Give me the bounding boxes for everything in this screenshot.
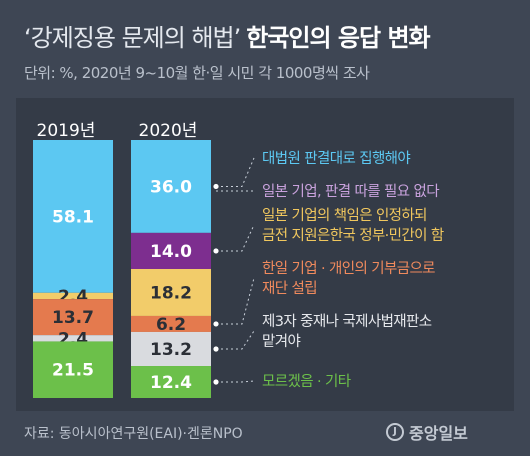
logo-text: 중앙일보 [409, 424, 468, 443]
legend-connector-2 [216, 224, 255, 252]
bar-segment-1-0 [131, 140, 211, 233]
legend-label-0-0: 대법원 판결대로 집행해야 [262, 150, 410, 167]
legend-dot-0 [213, 183, 219, 190]
bar-value-label-1-5: 13.2 [150, 340, 192, 360]
legend-connector-5 [216, 330, 255, 350]
legend-dot-2 [213, 248, 219, 254]
chart-title: ‘강제징용 문제의 해법’ 한국인의 응답 변화 [24, 18, 431, 53]
legend-label-2-0: 일본 기업의 책임은 인정하되 [262, 207, 427, 224]
bar-segment-0-5 [33, 335, 113, 342]
bar-segment-0-6 [33, 341, 113, 398]
title-lead: ‘강제징용 문제의 해법’ [24, 24, 241, 52]
year-label-2020: 2020년 [138, 121, 198, 141]
source-note: 자료: 동아시아연구원(EAI)·겐론NPO [24, 426, 243, 442]
title-main: 한국인의 응답 변화 [246, 24, 430, 52]
legend-connector-6 [216, 380, 255, 383]
bar-value-label-0-6: 21.5 [52, 361, 94, 381]
bar-value-label-1-3: 18.2 [150, 283, 192, 303]
bar-segment-1-4 [131, 315, 211, 332]
bar-value-label-1-0: 36.0 [150, 177, 192, 197]
bar-segment-0-3 [33, 292, 113, 300]
bar-segment-1-6 [131, 366, 211, 398]
bar-segment-1-5 [131, 331, 211, 367]
legend-label-4-0: 한일 기업 · 개인의 기부금으로 [262, 260, 435, 277]
legend-label-4-1: 재단 설립 [262, 280, 317, 297]
bar-value-label-0-0: 58.1 [52, 207, 94, 227]
legend-label-1-0: 일본 기업, 판결 따를 필요 없다 [262, 183, 439, 200]
bar-value-label-1-4: 6.2 [156, 315, 186, 335]
legend-dot-4 [213, 321, 219, 327]
legend-connector-0 [216, 157, 255, 187]
year-label-2019: 2019년 [36, 121, 96, 141]
legend-dot-5 [213, 346, 219, 352]
bar-value-label-0-4: 13.7 [52, 308, 94, 328]
logo-icon: J [386, 423, 404, 441]
publisher-logo: J 중앙일보 [386, 420, 468, 444]
legend-label-2-1: 금전 지원은한국 정부·민간이 함 [262, 227, 444, 244]
bar-segment-1-2 [131, 232, 211, 269]
legend-label-5-0: 제3자 중재나 국제사법재판소 [262, 313, 432, 330]
bar-segment-0-0 [33, 140, 113, 293]
bar-segment-1-3 [131, 269, 211, 316]
bar-segment-0-4 [33, 299, 113, 336]
chart-subtitle: 단위: %, 2020년 9~10월 한·일 시민 각 1000명씩 조사 [24, 64, 370, 82]
legend-label-5-1: 맡겨야 [262, 333, 300, 350]
legend-label-6-0: 모르겠음 · 기타 [262, 373, 351, 390]
legend-dot-6 [213, 379, 219, 385]
bar-value-label-1-6: 12.4 [150, 373, 192, 393]
bar-value-label-1-2: 14.0 [150, 242, 192, 262]
legend-connector-4 [216, 277, 255, 325]
